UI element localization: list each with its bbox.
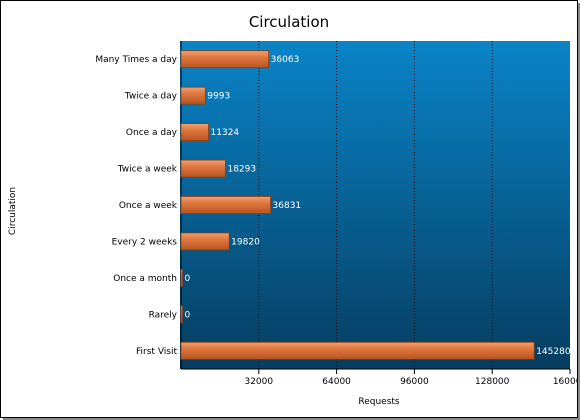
x-tick-label: 160000: [553, 377, 577, 387]
x-axis-label: Requests: [358, 397, 400, 407]
value-labels: 36063 9993 11324 18293 36831 19820 0 0 145280: [185, 55, 571, 357]
category-label: Rarely: [149, 310, 178, 320]
x-tick-labels: 32000 64000 96000 128000 160000: [244, 369, 577, 387]
category-label: Once a month: [113, 274, 177, 284]
bar: [180, 341, 535, 360]
chart-title: Circulation: [249, 13, 329, 31]
bar: [180, 86, 206, 105]
data-label: 19820: [231, 237, 260, 247]
category-label: Many Times a day: [95, 55, 177, 65]
bar: [180, 232, 230, 251]
x-tick-label: 64000: [322, 377, 351, 387]
x-tick-label: 128000: [475, 377, 510, 387]
data-label: 36831: [273, 201, 302, 211]
data-label: 9993: [207, 92, 230, 102]
category-label: First Visit: [136, 347, 177, 357]
x-tick-label: 32000: [244, 377, 273, 387]
grid-lines: [258, 41, 493, 369]
data-label: 145280: [536, 347, 571, 357]
data-label: 36063: [271, 55, 300, 65]
y-axis-label: Circulation: [8, 187, 18, 235]
data-label: 0: [185, 274, 191, 284]
category-label: Once a day: [126, 128, 178, 138]
category-label: Once a week: [119, 201, 178, 211]
category-label: Every 2 weeks: [112, 237, 178, 247]
bar: [180, 305, 183, 324]
bars: [180, 50, 535, 360]
bar: [180, 196, 271, 214]
x-tick-label: 96000: [400, 377, 429, 387]
data-label: 11324: [211, 128, 240, 138]
bar: [180, 159, 226, 178]
bar: [180, 50, 270, 69]
data-label: 0: [185, 310, 191, 320]
category-labels: Many Times a day Twice a day Once a day Twi…: [95, 55, 177, 357]
category-label: Twice a day: [124, 92, 178, 102]
bar: [180, 123, 209, 142]
category-label: Twice a week: [117, 165, 178, 175]
bar: [180, 268, 183, 287]
data-label: 18293: [227, 165, 256, 175]
